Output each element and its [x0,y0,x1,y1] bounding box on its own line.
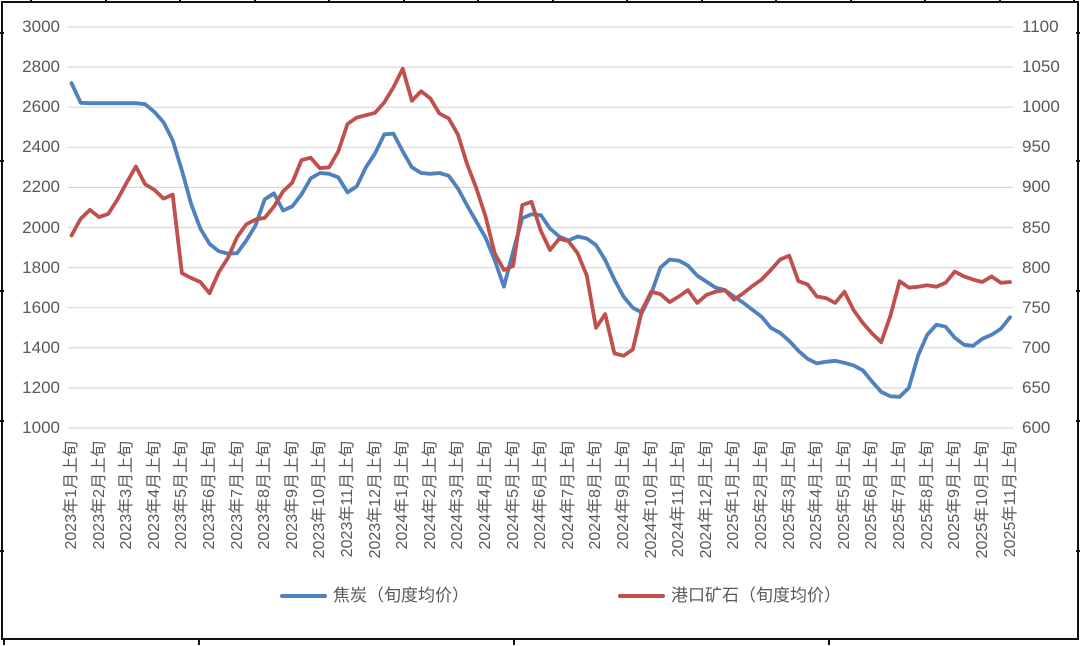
y-tick-label-right: 750 [1022,297,1051,317]
frame-tick [1076,420,1080,422]
y-tick-label-right: 950 [1022,137,1051,157]
frame-tick [3,638,5,645]
x-tick-label: 2025年8月上旬 [918,441,936,550]
y-tick-label-right: 1050 [1022,57,1060,77]
y-tick-label-right: 650 [1022,377,1051,397]
frame-tick [253,0,256,3]
x-tick-label: 2025年2月上旬 [753,441,771,550]
x-tick-label: 2025年7月上旬 [891,441,909,550]
x-tick-label: 2023年2月上旬 [90,441,108,550]
frame-tick [775,0,777,3]
x-tick-label: 2024年4月上旬 [477,441,495,550]
y-tick-label-left: 2200 [22,177,60,197]
frame-tick [0,550,4,552]
x-tick-label: 2024年2月上旬 [421,441,439,550]
frame-tick [198,638,200,645]
y-tick-label-left: 2600 [22,97,60,117]
x-tick-label: 2023年3月上旬 [118,441,136,550]
x-tick-label: 2023年11月上旬 [339,441,357,558]
frame-tick [924,0,926,3]
coke-line-swatch [280,594,327,598]
x-tick-label: 2023年1月上旬 [63,441,80,550]
x-tick-label: 2024年8月上旬 [587,441,605,550]
y-tick-label-right: 900 [1022,177,1051,197]
y-tick-label-left: 1400 [22,337,60,357]
frame-tick [1076,32,1080,34]
frame-tick [104,0,107,3]
frame-tick [328,0,330,3]
y-tick-label-right: 600 [1022,418,1051,437]
x-tick-label: 2025年1月上旬 [725,441,743,550]
x-tick-label: 2025年9月上旬 [946,441,964,550]
x-tick-label: 2023年10月上旬 [311,441,329,559]
frame-tick [828,638,830,645]
y-tick-label-left: 1200 [22,377,60,397]
frame-tick [30,0,32,3]
frame-tick [1076,160,1080,162]
x-tick-label: 2024年9月上旬 [615,441,633,550]
frame-tick [998,0,1001,3]
x-tick-label: 2025年3月上旬 [780,441,798,550]
frame-tick [513,638,515,645]
frame-tick [1073,0,1075,3]
y-tick-label-right: 850 [1022,217,1051,237]
x-tick-label: 2024年7月上旬 [559,441,577,550]
x-tick-label: 2024年10月上旬 [642,441,660,559]
y-tick-label-right: 800 [1022,257,1051,277]
frame-tick [179,0,181,3]
y-tick-label-left: 1000 [22,418,60,437]
series-line-ore [69,66,1012,358]
legend-label-coke: 焦炭（旬度均价） [333,586,469,605]
x-tick-label: 2023年5月上旬 [173,441,191,550]
frame-tick [626,0,628,3]
frame-tick [551,0,554,3]
x-tick-label: 2025年5月上旬 [835,441,853,550]
frame-tick [1076,290,1080,292]
x-tick-label: 2024年11月上旬 [670,441,688,558]
frame-tick [477,0,479,3]
x-tick-label: 2025年10月上旬 [973,441,991,559]
x-tick-label: 2025年11月上旬 [1001,441,1019,558]
frame-tick [0,160,4,162]
x-tick-label: 2025年4月上旬 [808,441,826,550]
x-tick-label: 2024年5月上旬 [504,441,522,550]
frame-tick [700,0,703,3]
frame-tick [0,420,4,422]
y-tick-label-left: 2000 [22,217,60,237]
frame-tick [1076,550,1080,552]
frame-tick [0,290,4,292]
y-tick-label-right: 1000 [1022,97,1060,117]
y-tick-label-right: 1100 [1022,17,1059,36]
y-tick-label-left: 3000 [22,17,60,36]
legend-label-ore: 港口矿石（旬度均价） [671,586,841,605]
x-tick-label: 2024年3月上旬 [449,441,467,550]
series-line-coke [69,81,1012,399]
x-tick-label: 2023年12月上旬 [366,441,384,559]
x-tick-label: 2024年6月上旬 [532,441,550,550]
x-tick-label: 2023年6月上旬 [201,441,218,550]
y-tick-label-left: 1800 [22,257,60,277]
y-tick-label-left: 1600 [22,297,60,317]
y-tick-label-left: 2400 [22,137,60,157]
x-tick-label: 2023年7月上旬 [228,441,246,550]
y-tick-label-right: 700 [1022,337,1051,357]
x-tick-label: 2023年8月上旬 [256,441,274,550]
frame-tick [849,0,852,3]
x-tick-label: 2024年1月上旬 [394,441,412,550]
x-tick-label: 2023年9月上旬 [283,441,301,550]
x-tick-label: 2023年4月上旬 [145,441,163,550]
frame-tick [0,32,4,34]
ore-line-swatch [618,594,665,598]
x-tick-label: 2025年6月上旬 [863,441,881,550]
x-tick-label: 2024年12月上旬 [697,441,715,559]
frame-tick [402,0,405,3]
y-tick-label-left: 2800 [22,57,60,77]
